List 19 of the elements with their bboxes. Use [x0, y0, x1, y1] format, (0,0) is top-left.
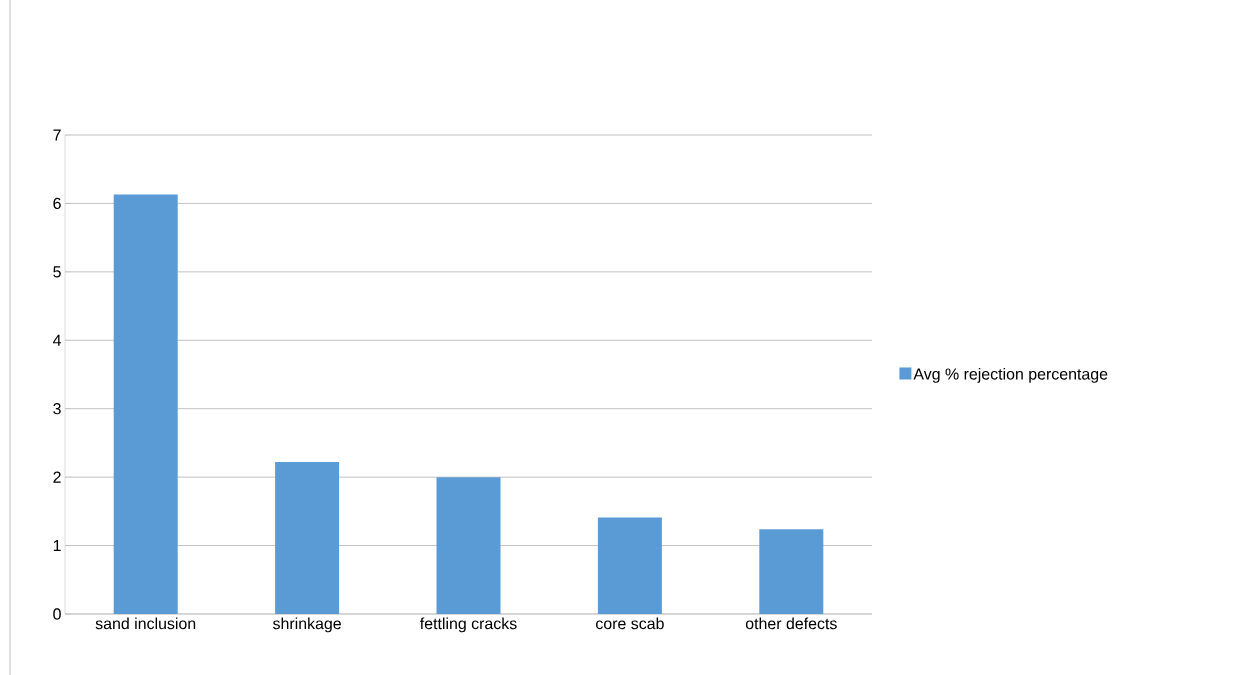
y-tick-label: 3 — [53, 403, 61, 415]
legend-label: Avg % rejection percentage — [913, 367, 1108, 383]
bar — [436, 477, 501, 614]
y-tick-label: 0 — [53, 608, 61, 620]
y-tick-label: 1 — [53, 540, 61, 552]
y-tick-label: 7 — [53, 129, 61, 141]
y-tick-label: 6 — [53, 197, 61, 210]
x-tick-label: fettling cracks — [420, 617, 517, 633]
x-tick-label: sand inclusion — [95, 617, 196, 630]
bar — [597, 517, 662, 614]
y-tick-label: 5 — [53, 266, 61, 278]
x-tick-label: shrinkage — [272, 617, 341, 633]
x-tick-label: core scab — [596, 617, 664, 630]
bar — [759, 529, 824, 614]
bar — [113, 194, 178, 614]
y-tick-label: 2 — [53, 471, 61, 483]
y-tick-label: 4 — [52, 334, 62, 346]
x-tick-label: other defects — [745, 617, 837, 630]
bar — [275, 462, 340, 614]
